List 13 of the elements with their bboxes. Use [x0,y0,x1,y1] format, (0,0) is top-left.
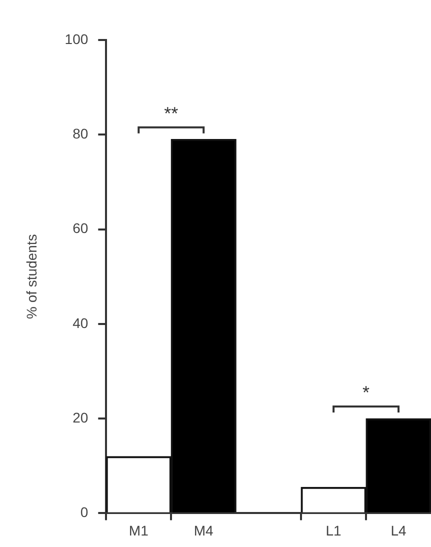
y-tick-label: 20 [72,409,88,426]
x-tick-label: M4 [194,522,214,538]
y-tick-label: 0 [80,504,88,520]
y-axis-title: % of students [23,234,40,320]
y-tick-label: 40 [72,314,88,331]
y-tick-label: 100 [64,30,88,47]
y-tick-label: 60 [72,220,88,236]
x-tick-label: L4 [390,522,407,538]
x-tick-label: M1 [128,522,149,538]
y-tick-label: 80 [72,126,88,142]
annotation: * [362,382,370,403]
x-tick-label: L1 [326,522,342,538]
annotation: ** [164,103,178,124]
